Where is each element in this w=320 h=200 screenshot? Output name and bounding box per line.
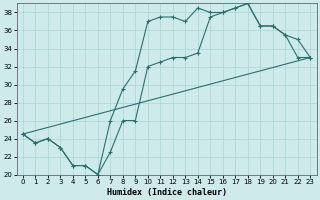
X-axis label: Humidex (Indice chaleur): Humidex (Indice chaleur) <box>107 188 227 197</box>
